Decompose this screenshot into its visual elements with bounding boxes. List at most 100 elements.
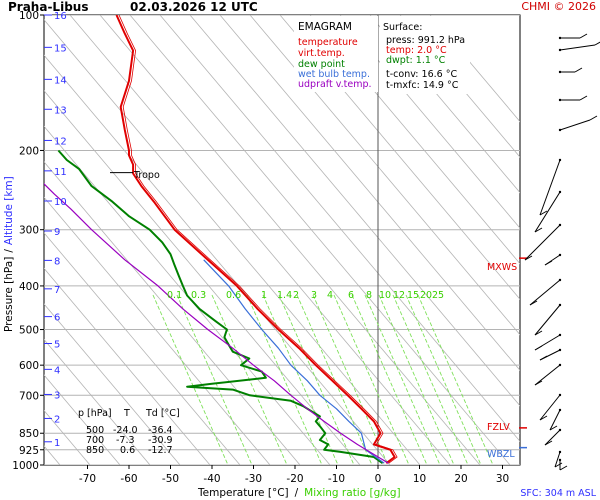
wind-barb-base [558, 253, 562, 257]
legend-temperature: temperature [298, 37, 358, 48]
altitude-label: 10 [54, 197, 67, 208]
y-tick-label: 400 [19, 281, 39, 293]
wind-barb [534, 304, 561, 336]
surface-temp: temp: 2.0 °C [386, 45, 447, 56]
mixing-ratio-label: 3 [311, 290, 317, 301]
wind-barb [524, 224, 561, 261]
x-tick-label: 10 [413, 473, 426, 485]
altitude-label: 4 [54, 365, 60, 376]
wind-barb-base [558, 303, 562, 307]
series-line-udpraft-v-temp [44, 183, 389, 464]
wind-barb [539, 159, 561, 216]
mixing-ratio-label: 12 [393, 290, 405, 301]
x-tick-label: 0 [375, 473, 382, 485]
y-tick-label: 600 [19, 360, 39, 372]
dry-adiabat [99, 15, 481, 465]
wind-barb-flag [544, 440, 553, 446]
y-axis-label: Pressure [hPa]/Altitude [km] [3, 176, 15, 332]
series-line-temperature [115, 15, 396, 465]
wind-barb-flag [579, 95, 588, 101]
mixing-ratio-line [278, 294, 355, 465]
station-name: Praha-Libus [8, 0, 88, 14]
wind-barb [559, 44, 596, 51]
legend-wet-bulb: wet bulb temp. [298, 69, 370, 80]
surface-press: press: 991.2 hPa [386, 35, 465, 46]
sounding-datetime: 02.03.2026 12 UTC [130, 0, 258, 14]
table-cell: 700 [86, 435, 104, 446]
wind-barb-flag [579, 33, 588, 39]
wind-barb-flag [539, 210, 548, 216]
dry-adiabat [44, 267, 211, 465]
surface-dwpt: dwpt: 1.1 °C [386, 55, 446, 66]
altitude-label: 12 [54, 136, 67, 147]
altitude-label: 3 [54, 390, 60, 401]
wind-barb-flag [559, 465, 568, 471]
surface-info: Surface: press: 991.2 hPa temp: 2.0 °C d… [380, 16, 470, 94]
wind-barb [534, 191, 561, 233]
wind-barb-flag [524, 255, 533, 261]
sounding-table: p [hPa] T Td [°C] 500 -24.0 -36.4 700 -7… [78, 408, 180, 456]
dry-adiabat [44, 338, 151, 465]
x-tick-label: -20 [286, 473, 303, 485]
mixing-ratio-label: 8 [366, 290, 372, 301]
series-line-wet-bulb-temp [203, 259, 385, 464]
series-layer [44, 15, 398, 465]
mixing-ratio-label: 15 [407, 290, 419, 301]
wind-barb-base [558, 408, 562, 412]
mixing-ratio-line [176, 294, 253, 465]
wind-barb-base [558, 128, 562, 132]
mixing-ratio-label: 1.4 [277, 290, 292, 301]
wind-barb-base [558, 333, 562, 337]
wind-barb [559, 119, 591, 131]
mixing-ratio-line [378, 294, 455, 465]
grid-layer [44, 15, 520, 465]
mixing-ratio-label: 0.3 [191, 290, 206, 301]
wind-barb-base [558, 450, 562, 454]
wind-barb-flag [534, 345, 543, 351]
wbzl-label: WBZL [487, 449, 515, 460]
altitude-label: 8 [54, 256, 60, 267]
altitude-label: 14 [54, 75, 67, 86]
wind-barb-base [558, 48, 562, 52]
wind-barb-base [558, 428, 562, 432]
surface-tconv: t-conv: 16.6 °C [386, 69, 457, 80]
wind-barb-base [558, 158, 562, 162]
dry-adiabat [429, 15, 520, 123]
table-cell: 500 [86, 425, 104, 436]
y-tick-label: 1000 [12, 460, 39, 472]
wind-barb-flag [544, 260, 553, 266]
wind-barb-base [558, 223, 562, 227]
tick-layer: 0.1 0.3 0.6 1 1.4 2 3 4 6 8 10 12 15 20 25100200300400… [12, 10, 527, 485]
y-tick-label: 500 [19, 325, 39, 337]
x-tick-label: -10 [328, 473, 345, 485]
wind-barb [539, 394, 561, 421]
mixing-ratio-line [351, 294, 428, 465]
x-axis-label: Temperature [°C] / Mixing ratio [g/kg] [197, 487, 401, 499]
altitude-label: 1 [54, 438, 60, 449]
dry-adiabat [44, 303, 181, 465]
mixing-ratio-line [364, 294, 441, 465]
wind-barb-base [558, 70, 562, 74]
table-cell: -24.0 [113, 425, 138, 436]
x-tick-label: -30 [245, 473, 262, 485]
altitude-label: 7 [54, 285, 60, 296]
mixing-ratio-label: 10 [379, 290, 391, 301]
mixing-ratio-line [312, 294, 389, 465]
table-header-td: Td [°C] [145, 408, 180, 419]
table-cell: 850 [86, 445, 104, 456]
dry-adiabat [44, 19, 421, 465]
table-cell: -36.4 [148, 425, 173, 436]
dry-adiabat [69, 15, 451, 465]
dry-adiabat [189, 15, 520, 407]
y-tick-label: 925 [19, 445, 39, 457]
surface-title: Surface: [383, 22, 422, 33]
altitude-label: 5 [54, 339, 60, 350]
legend-virt-temp: virt.temp. [298, 48, 345, 59]
sfc-label: SFC: 304 m ASL [520, 488, 596, 499]
y-tick-label: 100 [19, 10, 39, 22]
dry-adiabat [44, 232, 241, 465]
dry-adiabat [129, 15, 511, 465]
dry-adiabat [44, 90, 361, 465]
legend-updraft: udpraft v.temp. [298, 79, 372, 90]
